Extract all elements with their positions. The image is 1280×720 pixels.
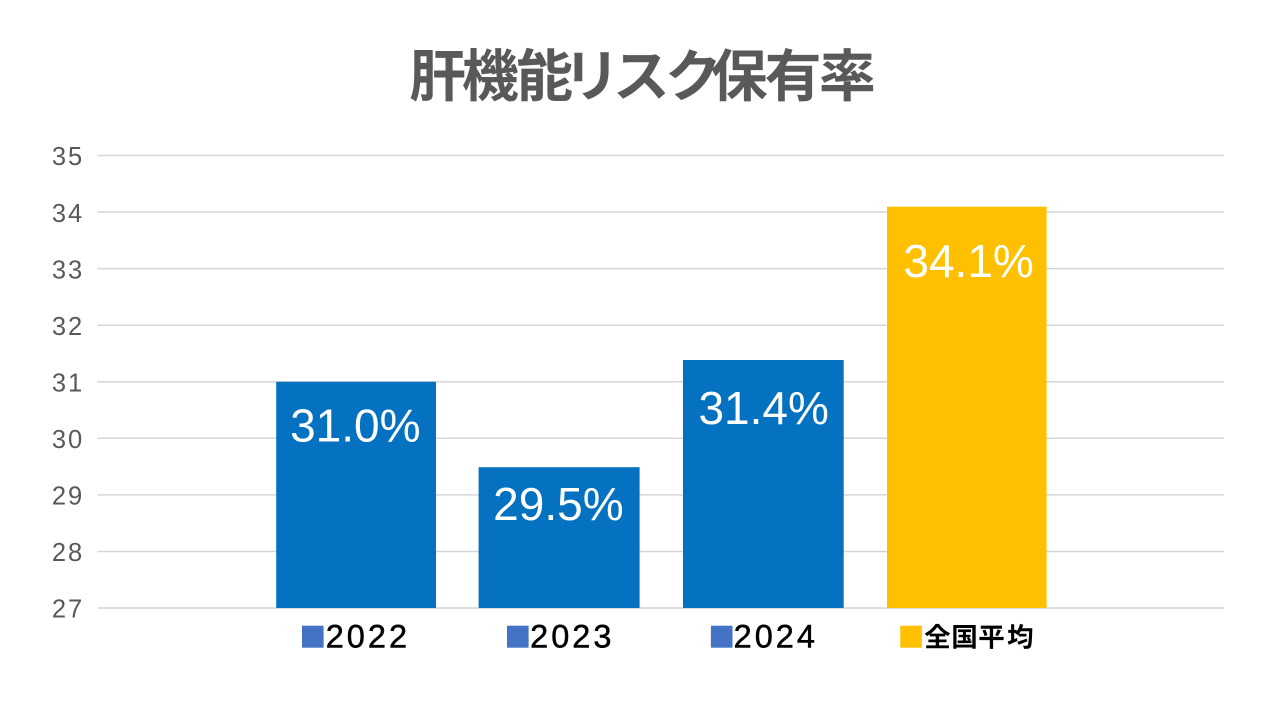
svg-text:28: 28 xyxy=(52,539,84,567)
svg-text:2024: 2024 xyxy=(734,619,818,655)
svg-text:31.4%: 31.4% xyxy=(698,382,828,434)
svg-text:33: 33 xyxy=(52,256,84,284)
svg-text:30: 30 xyxy=(52,426,84,454)
svg-text:34: 34 xyxy=(52,200,84,228)
svg-text:27: 27 xyxy=(52,596,84,624)
svg-text:2023: 2023 xyxy=(530,619,614,655)
svg-text:29: 29 xyxy=(52,483,84,511)
svg-text:35: 35 xyxy=(52,143,84,171)
svg-text:31.0%: 31.0% xyxy=(290,400,420,452)
svg-text:29.5%: 29.5% xyxy=(493,478,623,530)
svg-text:34.1%: 34.1% xyxy=(903,235,1033,287)
svg-text:31: 31 xyxy=(52,369,84,397)
svg-text:2022: 2022 xyxy=(326,619,410,655)
svg-text:32: 32 xyxy=(52,313,84,341)
